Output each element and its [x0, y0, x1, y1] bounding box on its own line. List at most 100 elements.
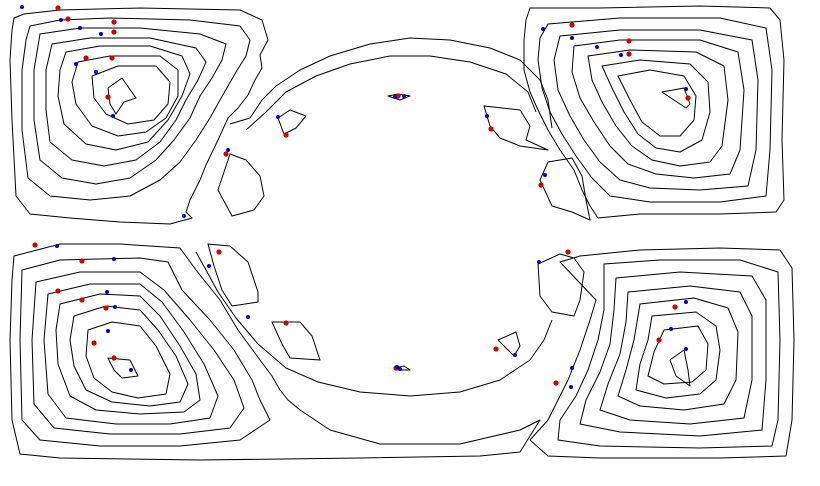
blue-marker-50: [684, 300, 688, 304]
contour-tl-outer: [9, 7, 269, 225]
contour-island-bl2: [271, 321, 321, 361]
contour-island-bl: [207, 243, 259, 307]
contour-island-br2: [537, 253, 585, 317]
contour-br-core: [669, 349, 691, 387]
blue-marker-58: [207, 264, 211, 268]
contour-tr-ring-5: [601, 59, 711, 153]
contour-bl-ring-3: [43, 283, 219, 425]
contour-island-tl: [217, 153, 265, 217]
red-marker-9: [109, 55, 115, 61]
blue-marker-20: [619, 53, 623, 57]
blue-marker-7: [99, 32, 103, 36]
contour-center-top-1: [229, 37, 553, 129]
blue-marker-10: [74, 62, 78, 66]
contour-bl-ring-4: [55, 293, 201, 415]
red-marker-14: [569, 22, 575, 28]
blue-marker-18: [595, 45, 599, 49]
contour-br-ring-1: [557, 259, 781, 449]
blue-marker-32: [543, 173, 547, 177]
red-marker-8: [83, 55, 89, 61]
red-marker-31: [488, 126, 494, 132]
contour-tr-ring-2: [553, 29, 759, 191]
red-marker-46: [111, 355, 117, 361]
red-marker-53: [656, 337, 662, 343]
blue-marker-25: [402, 94, 406, 98]
blue-marker-30: [485, 114, 489, 118]
contour-bl-outer: [9, 243, 541, 461]
blue-marker-0: [20, 5, 24, 9]
red-marker-3: [65, 16, 71, 22]
contour-island-tr2: [539, 157, 591, 221]
contour-bl-core: [107, 357, 139, 379]
contour-tr-core: [661, 87, 691, 109]
contour-center-bot-1: [195, 251, 553, 397]
red-marker-61: [283, 320, 289, 326]
red-marker-59: [216, 249, 222, 255]
contour-tl-ring-5: [71, 55, 179, 137]
blue-marker-34: [182, 214, 186, 218]
contour-bl-ring-1: [19, 257, 271, 447]
blue-marker-21: [684, 87, 688, 91]
contour-tl-core: [107, 77, 137, 115]
red-marker-5: [111, 19, 117, 25]
blue-marker-44: [106, 329, 110, 333]
blue-marker-40: [105, 290, 109, 294]
red-marker-29: [223, 151, 229, 157]
contour-island-tl2: [277, 109, 307, 135]
contour-tl-ring-1: [21, 17, 251, 201]
contour-br-outer: [529, 247, 795, 459]
blue-marker-66: [513, 353, 517, 357]
red-marker-41: [79, 297, 85, 303]
contour-br-ring-4: [617, 297, 739, 411]
red-marker-6: [111, 29, 117, 35]
blue-marker-64: [395, 365, 399, 369]
blue-marker-4: [78, 26, 82, 30]
contour-br-ring-6: [647, 325, 709, 385]
blue-marker-47: [129, 368, 133, 372]
red-marker-33: [538, 182, 544, 188]
red-marker-22: [685, 95, 691, 101]
contour-br-ring-3: [599, 285, 753, 425]
contour-tr-ring-4: [587, 49, 729, 167]
red-marker-39: [55, 288, 61, 294]
blue-marker-60: [246, 315, 250, 319]
contour-bl-ring-2: [31, 271, 245, 435]
blue-marker-42: [113, 305, 117, 309]
red-marker-19: [626, 51, 632, 57]
red-marker-12: [105, 94, 111, 100]
blue-marker-54: [684, 347, 688, 351]
contour-tl-ring-2: [33, 27, 227, 185]
contour-center-top-2: [245, 55, 537, 131]
red-marker-51: [672, 304, 678, 310]
blue-marker-52: [669, 327, 673, 331]
contour-lines: [9, 5, 795, 461]
blue-marker-11: [94, 70, 98, 74]
red-marker-48: [565, 249, 571, 255]
red-marker-37: [79, 258, 85, 264]
red-marker-65: [493, 346, 499, 352]
red-marker-35: [32, 242, 38, 248]
blue-marker-38: [112, 257, 116, 261]
blue-marker-24: [393, 95, 397, 99]
contour-tr-outer: [523, 5, 785, 219]
red-marker-43: [103, 305, 109, 311]
contour-br-ring-2: [579, 271, 767, 437]
blue-marker-26: [276, 115, 280, 119]
contour-tl-ring-4: [57, 45, 191, 151]
contour-tr-ring-1: [537, 17, 773, 203]
red-marker-45: [91, 340, 97, 346]
blue-marker-49: [537, 260, 541, 264]
markers: [20, 5, 691, 389]
contour-island-tr: [483, 105, 549, 151]
blue-marker-56: [569, 385, 573, 389]
contour-br-ring-5: [635, 311, 721, 399]
contour-bl-ring-6: [85, 321, 171, 399]
blue-marker-28: [226, 148, 230, 152]
contour-tr-ring-6: [617, 69, 697, 137]
red-marker-27: [283, 132, 289, 138]
blue-marker-13: [111, 114, 115, 118]
red-marker-1: [55, 5, 61, 11]
red-marker-57: [553, 380, 559, 386]
